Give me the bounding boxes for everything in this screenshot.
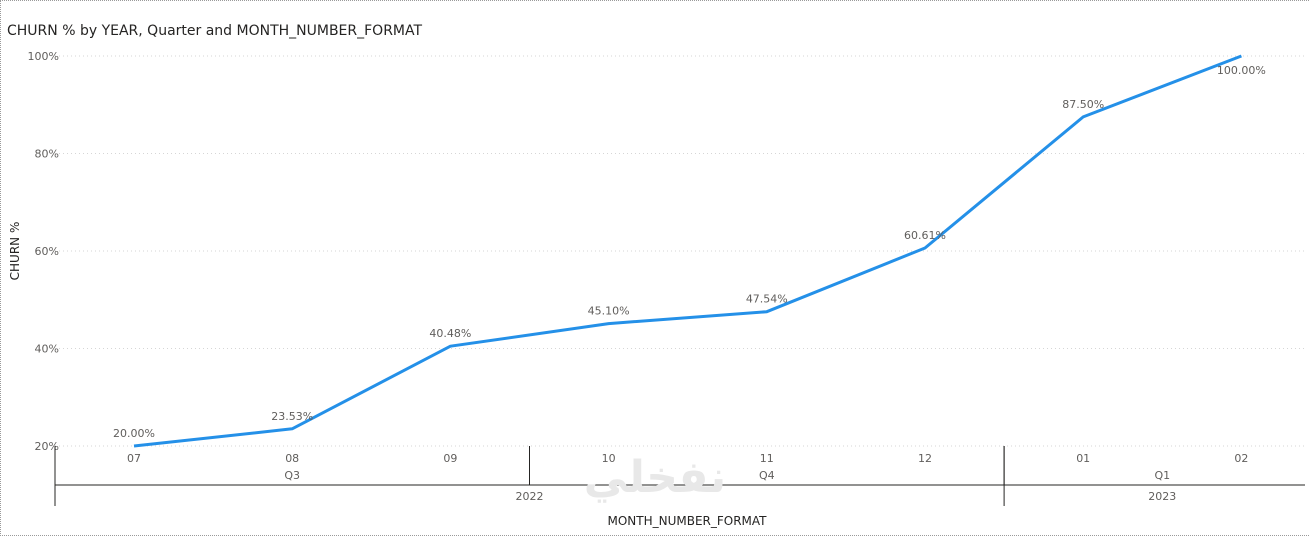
data-label: 47.54% [746,293,788,306]
data-label: 100.00% [1217,64,1266,77]
y-tick-label: 80% [35,148,59,161]
chart-title: CHURN % by YEAR, Quarter and MONTH_NUMBE… [7,23,423,39]
series-line[interactable] [133,54,1242,448]
x-tick-label: 07 [127,452,141,465]
data-labels: 20.00% 23.53% 40.48% 45.10% 47.54% 60.61% 87.5… [113,64,1266,440]
data-label: 20.00% [113,427,155,440]
y-axis-title: CHURN % [8,222,22,281]
y-tick-label: 20% [35,440,59,453]
data-label: 87.50% [1062,98,1104,111]
y-tick-label: 60% [35,245,59,258]
x-tick-label: 12 [918,452,932,465]
x-tick-label: 10 [602,452,616,465]
data-label: 40.48% [429,327,471,340]
y-tick-label: 100% [28,50,59,63]
x-axis-hierarchy: 07 08 09 10 11 12 01 02 Q3 Q4 Q1 2022 2023 [54,446,1305,506]
x-tick-label: 09 [443,452,457,465]
y-tick-labels: 100% 80% 60% 40% 20% [28,50,59,453]
quarter-label: Q3 [284,469,300,482]
y-tick-label: 40% [35,343,59,356]
data-label: 60.61% [904,229,946,242]
x-tick-label: 11 [760,452,774,465]
x-tick-label: 01 [1076,452,1090,465]
quarter-label: Q1 [1154,469,1170,482]
x-axis-title: MONTH_NUMBER_FORMAT [607,514,767,528]
quarter-label: Q4 [759,469,775,482]
year-label: 2022 [516,490,544,503]
year-label: 2023 [1148,490,1176,503]
watermark: نفخلي [584,452,726,503]
x-tick-label: 08 [285,452,299,465]
gridlines [55,55,1305,447]
x-tick-label: 02 [1234,452,1248,465]
data-label: 45.10% [588,305,630,318]
data-label: 23.53% [271,410,313,423]
